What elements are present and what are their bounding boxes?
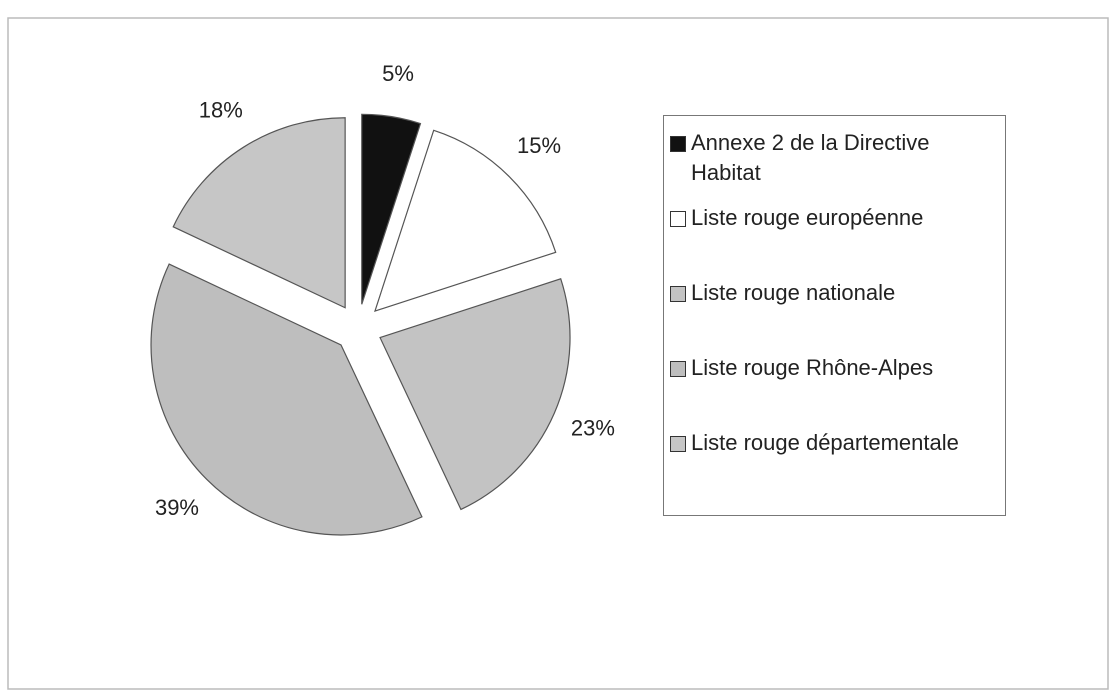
pie-slice <box>374 129 557 312</box>
pie-slice <box>379 278 571 511</box>
legend-label: Liste rouge nationale <box>691 280 896 305</box>
legend-item: Annexe 2 de la Directive Habitat <box>670 128 999 203</box>
legend-item: Liste rouge européenne <box>670 203 999 278</box>
legend-swatch <box>670 436 686 452</box>
legend: Annexe 2 de la Directive Habitat Liste ro… <box>663 115 1006 516</box>
pie-slice <box>172 117 346 309</box>
legend-label: Liste rouge européenne <box>691 205 924 230</box>
chart-frame <box>7 17 1109 690</box>
legend-swatch <box>670 286 686 302</box>
legend-item: Liste rouge Rhône-Alpes <box>670 353 999 428</box>
legend-label: Liste rouge Rhône-Alpes <box>691 355 934 380</box>
legend-item: Liste rouge nationale <box>670 278 999 353</box>
legend-label: Liste rouge départementale <box>691 430 959 455</box>
legend-item: Liste rouge départementale <box>670 428 999 503</box>
data-label: 5% <box>382 61 414 86</box>
data-label: 39% <box>155 495 199 520</box>
data-label: 23% <box>571 415 615 440</box>
legend-label: Annexe 2 de la Directive Habitat <box>691 130 930 185</box>
data-label: 18% <box>199 98 243 123</box>
pie-slice <box>361 113 422 305</box>
pie-slice <box>150 263 423 536</box>
legend-swatch <box>670 211 686 227</box>
legend-swatch <box>670 136 686 152</box>
legend-swatch <box>670 361 686 377</box>
data-label: 15% <box>517 133 561 158</box>
